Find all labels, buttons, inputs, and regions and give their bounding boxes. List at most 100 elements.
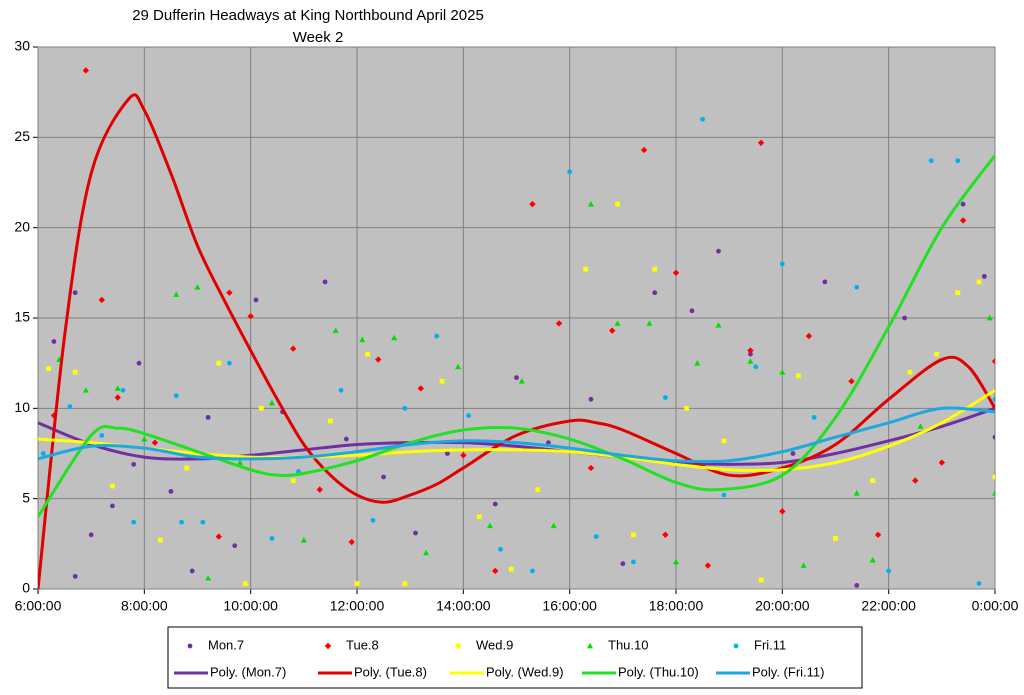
- scatter-point: [631, 559, 636, 565]
- scatter-point: [402, 405, 408, 411]
- legend-marker: [455, 643, 461, 649]
- scatter-point: [99, 433, 105, 438]
- scatter-point: [498, 546, 503, 552]
- legend-box: [167, 626, 863, 689]
- scatter-point: [704, 562, 712, 569]
- scatter-point: [694, 359, 701, 366]
- legend-label: Mon.7: [208, 637, 244, 652]
- scatter-point: [790, 451, 796, 456]
- scatter-point: [662, 395, 668, 400]
- scatter-point: [684, 405, 690, 411]
- scatter-point: [173, 291, 180, 297]
- scatter-point: [72, 290, 78, 296]
- scatter-point: [587, 200, 594, 207]
- scatter-point: [466, 413, 472, 418]
- scatter-point: [290, 345, 297, 352]
- scatter-point: [227, 360, 232, 366]
- x-tick-label: 20:00:00: [755, 598, 810, 614]
- scatter-point: [609, 327, 616, 334]
- chart-subtitle: Week 2: [293, 29, 344, 46]
- scatter-point: [555, 320, 563, 327]
- x-tick-label: 0:00:00: [972, 598, 1019, 614]
- scatter-point: [413, 530, 418, 536]
- scatter-point: [423, 549, 430, 556]
- legend-label: Poly. (Fri.11): [752, 664, 824, 679]
- scatter-point: [715, 322, 722, 328]
- trend-line: [38, 388, 995, 473]
- scatter-point: [237, 459, 244, 465]
- scatter-point: [51, 339, 57, 344]
- scatter-point: [417, 385, 424, 392]
- scatter-point: [179, 519, 184, 525]
- scatter-point: [290, 478, 296, 483]
- trend-line: [38, 154, 995, 518]
- y-tick-label: 20: [14, 218, 30, 234]
- scatter-point: [955, 290, 961, 296]
- x-tick-label: 22:00:00: [861, 598, 916, 614]
- scatter-point: [959, 217, 967, 224]
- scatter-point: [232, 543, 238, 549]
- scatter-point: [795, 373, 801, 379]
- scatter-point: [173, 393, 179, 399]
- scatter-point: [986, 314, 993, 321]
- x-tick-label: 10:00:00: [223, 598, 278, 614]
- trend-line: [38, 406, 995, 466]
- scatter-point: [593, 534, 599, 540]
- scatter-point: [114, 385, 121, 391]
- legend-marker: [733, 643, 739, 649]
- scatter-point: [110, 503, 115, 509]
- scatter-point: [530, 568, 535, 574]
- scatter-point: [98, 296, 105, 304]
- scatter-point: [381, 474, 386, 480]
- scatter-point: [672, 269, 680, 277]
- x-tick-label: 18:00:00: [649, 598, 704, 614]
- scatter-point: [652, 290, 658, 296]
- scatter-point: [216, 360, 222, 366]
- scatter-point: [375, 356, 382, 363]
- scatter-point: [673, 558, 679, 565]
- trend-line: [38, 93, 995, 589]
- scatter-point: [991, 358, 995, 365]
- chart-title: 29 Dufferin Headways at King Northbound …: [132, 7, 484, 24]
- scatter-point: [934, 351, 939, 357]
- scatter-point: [546, 440, 551, 446]
- x-tick-label: 14:00:00: [436, 598, 491, 614]
- trend-line: [38, 406, 995, 464]
- scatter-point: [514, 375, 519, 381]
- scatter-point: [721, 438, 727, 444]
- scatter-point: [492, 567, 499, 575]
- legend-label: Poly. (Wed.9): [486, 664, 564, 679]
- plot-border: [37, 46, 996, 590]
- scatter-point: [268, 399, 275, 406]
- scatter-point: [529, 200, 536, 208]
- scatter-point: [168, 489, 174, 494]
- scatter-point: [716, 248, 721, 254]
- scatter-point: [492, 501, 498, 507]
- legend-label: Fri.11: [754, 637, 786, 652]
- scatter-point: [434, 333, 440, 339]
- x-tick-label: 16:00:00: [542, 598, 597, 614]
- scatter-point: [67, 404, 73, 409]
- scatter-point: [640, 146, 648, 154]
- scatter-point: [82, 387, 89, 393]
- scatter-point: [486, 522, 493, 529]
- scatter-point: [587, 464, 595, 472]
- scatter-point: [460, 452, 467, 459]
- scatter-point: [800, 562, 807, 568]
- scatter-point: [444, 451, 450, 456]
- scatter-point: [141, 435, 148, 442]
- scatter-point: [354, 581, 360, 586]
- scatter-point: [689, 308, 695, 314]
- x-tick-label: 6:00:00: [15, 598, 62, 614]
- scatter-point: [833, 536, 838, 541]
- scatter-point: [253, 297, 259, 303]
- scatter-point: [550, 522, 557, 529]
- legend-label: Tue.8: [346, 637, 379, 652]
- scatter-point: [131, 519, 137, 525]
- scatter-point: [992, 490, 995, 496]
- legend-label: Poly. (Thu.10): [618, 664, 699, 679]
- scatter-point: [508, 566, 514, 572]
- scatter-point: [359, 336, 366, 343]
- scatter-point: [348, 538, 355, 546]
